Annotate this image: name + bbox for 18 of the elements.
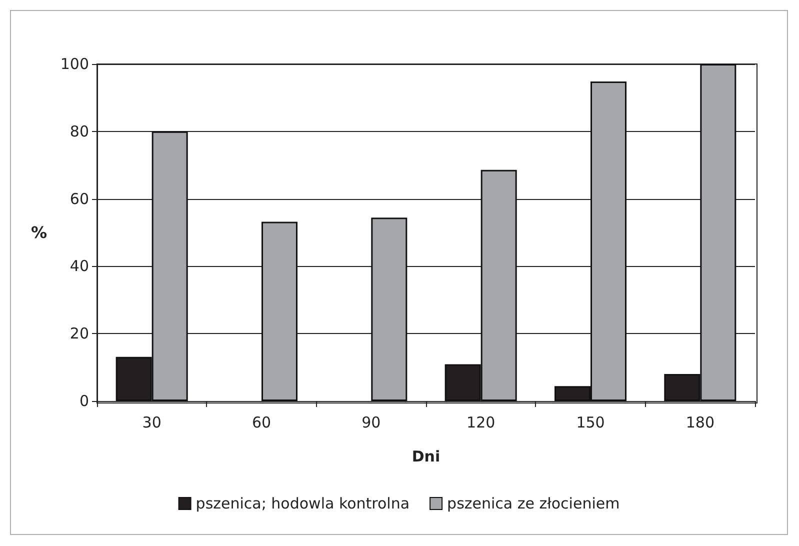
y-tick-label: 0 xyxy=(79,392,89,410)
x-tick-label: 90 xyxy=(362,414,381,432)
bar xyxy=(262,222,298,401)
y-tick-label: 40 xyxy=(70,257,89,276)
x-axis-title: Dni xyxy=(412,448,440,466)
x-tick-label: 30 xyxy=(142,414,162,432)
x-tick-label: 120 xyxy=(466,414,496,432)
y-tick-label: 60 xyxy=(70,190,89,208)
x-tick-label: 180 xyxy=(686,414,714,432)
y-tick-label: 100 xyxy=(60,55,89,73)
y-tick-label: 20 xyxy=(70,324,89,343)
x-tick-label: 150 xyxy=(576,414,605,432)
y-axis-title: % xyxy=(30,223,47,242)
legend-label: pszenica; hodowla kontrolna xyxy=(196,494,410,512)
legend-label: pszenica ze złocieniem xyxy=(447,494,620,512)
y-tick-label: 80 xyxy=(70,122,89,140)
x-tick-label: 60 xyxy=(252,414,272,432)
bar xyxy=(371,218,408,401)
